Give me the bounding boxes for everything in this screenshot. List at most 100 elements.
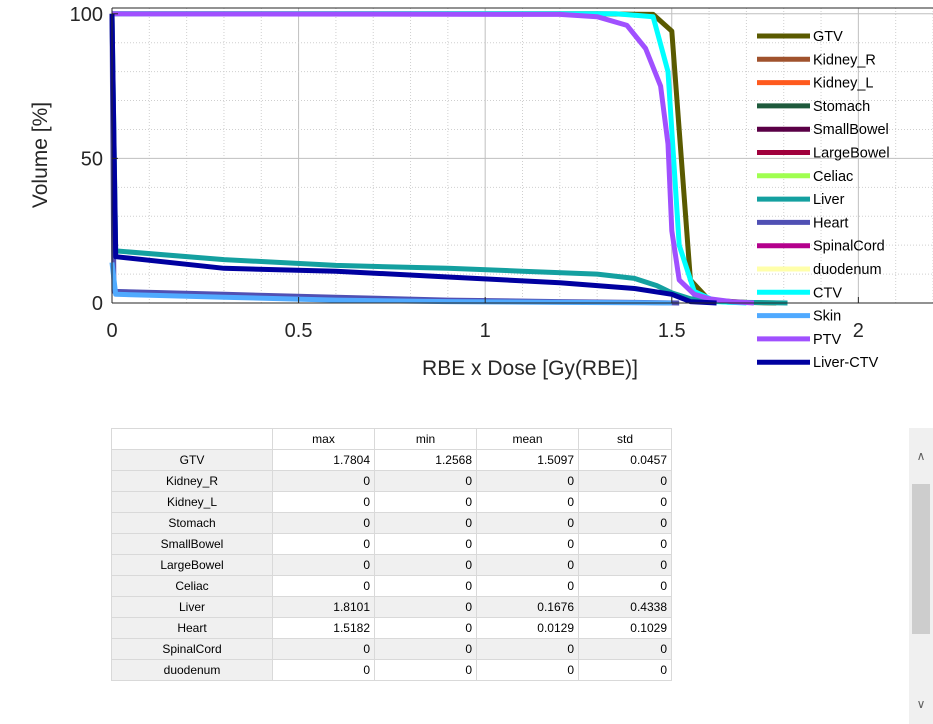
column-header-max[interactable]: max [272,428,375,450]
table-cell[interactable]: 0 [476,659,579,681]
table-cell[interactable]: 0 [578,533,672,555]
table-cell[interactable]: 0.0457 [578,449,672,471]
table-cell[interactable]: 0 [272,491,375,513]
table-cell[interactable]: 0 [374,470,477,492]
table-row[interactable]: Kidney_R 0 0 0 0 [111,470,672,492]
table-cell[interactable]: 0 [578,491,672,513]
table-cell[interactable]: 0 [272,659,375,681]
stats-table: max min mean std GTV 1.7804 1.2568 1.5097 0.… [111,428,672,681]
table-row[interactable]: Liver 1.8101 0 0.1676 0.4338 [111,596,672,618]
table-cell[interactable]: 0 [272,554,375,576]
row-header: Liver [111,596,273,618]
row-header: Kidney_R [111,470,273,492]
table-cell[interactable]: 0 [578,575,672,597]
table-row[interactable]: duodenum 0 0 0 0 [111,659,672,681]
series-line-liver [109,13,788,306]
legend-label: Stomach [813,99,870,115]
table-cell[interactable]: 0 [374,512,477,534]
legend-label: Celiac [813,169,853,185]
table-cell[interactable]: 0 [272,470,375,492]
table-header-row: max min mean std [111,428,672,450]
chevron-down-icon[interactable]: ∨ [916,697,926,711]
y-tick-label: 50 [81,148,103,170]
table-row[interactable]: GTV 1.7804 1.2568 1.5097 0.0457 [111,449,672,471]
table-row[interactable]: Celiac 0 0 0 0 [111,575,672,597]
series-lines [109,11,788,306]
legend-label: Kidney_R [813,52,876,68]
table-cell[interactable]: 0 [374,659,477,681]
table-row[interactable]: Stomach 0 0 0 0 [111,512,672,534]
table-cell[interactable]: 1.5182 [272,617,375,639]
legend-label: CTV [813,285,842,301]
legend-label: Heart [813,215,848,231]
table-cell[interactable]: 0 [578,638,672,660]
table-cell[interactable]: 0 [374,596,477,618]
row-header: SpinalCord [111,638,273,660]
legend-label: Liver [813,192,845,208]
table-cell[interactable]: 1.2568 [374,449,477,471]
table-cell[interactable]: 0 [476,638,579,660]
chevron-up-icon[interactable]: ∧ [916,449,926,463]
table-cell[interactable]: 0 [476,554,579,576]
table-cell[interactable]: 0 [476,470,579,492]
table-row[interactable]: LargeBowel 0 0 0 0 [111,554,672,576]
table-cell[interactable]: 1.7804 [272,449,375,471]
legend-label: SmallBowel [813,122,889,138]
table-cell[interactable]: 0 [578,512,672,534]
row-header: duodenum [111,659,273,681]
table-row[interactable]: Kidney_L 0 0 0 0 [111,491,672,513]
x-tick-label: 1.5 [658,320,686,342]
table-cell[interactable]: 0 [476,533,579,555]
table-cell[interactable]: 0 [476,575,579,597]
x-tick-label: 2 [853,320,864,342]
vertical-scrollbar[interactable]: ∧ ∨ [909,428,933,724]
dvh-chart: 0 0.5 1 1.5 2 0 50 100 RBE x Dose [Gy(RBE)] Vol… [29,4,933,380]
table-cell[interactable]: 0 [578,659,672,681]
row-header: GTV [111,449,273,471]
x-axis-title: RBE x Dose [Gy(RBE)] [422,357,638,380]
table-cell[interactable]: 0 [272,512,375,534]
table-cell[interactable]: 0 [374,554,477,576]
table-row[interactable]: SpinalCord 0 0 0 0 [111,638,672,660]
table-cell[interactable]: 1.8101 [272,596,375,618]
row-header: Kidney_L [111,491,273,513]
table-cell[interactable]: 0 [374,491,477,513]
table-cell[interactable]: 0.4338 [578,596,672,618]
row-header: SmallBowel [111,533,273,555]
table-cell[interactable]: 0 [476,491,579,513]
legend-label: PTV [813,332,842,348]
x-tick-label: 0 [106,320,117,342]
table-cell[interactable]: 0 [578,554,672,576]
column-header-min[interactable]: min [374,428,477,450]
scrollbar-thumb[interactable] [912,484,930,634]
table-cell[interactable]: 0 [374,617,477,639]
table-row[interactable]: Heart 1.5182 0 0.0129 0.1029 [111,617,672,639]
column-header-mean[interactable]: mean [476,428,579,450]
legend-label: LargeBowel [813,146,890,162]
column-header-std[interactable]: std [578,428,672,450]
legend-label: Liver-CTV [813,355,879,371]
legend-label: GTV [813,29,843,45]
table-cell[interactable]: 0 [272,575,375,597]
table-cell[interactable]: 0.1676 [476,596,579,618]
table-cell[interactable]: 0 [272,533,375,555]
table-cell[interactable]: 0 [578,470,672,492]
table-cell[interactable]: 1.5097 [476,449,579,471]
table-corner-header [111,428,273,450]
table-cell[interactable]: 0 [374,638,477,660]
legend-label: Skin [813,309,841,325]
table-cell[interactable]: 0 [272,638,375,660]
legend-label: Kidney_L [813,76,873,92]
axis-ticks: 0 0.5 1 1.5 2 0 50 100 [70,4,864,342]
table-cell[interactable]: 0 [374,533,477,555]
series-line-ptv [111,11,755,306]
table-cell[interactable]: 0 [374,575,477,597]
dose-statistics-table[interactable]: max min mean std GTV 1.7804 1.2568 1.5097 0.… [111,428,933,724]
table-cell[interactable]: 0.1029 [578,617,672,639]
row-header: Heart [111,617,273,639]
y-tick-label: 0 [92,293,103,315]
table-row[interactable]: SmallBowel 0 0 0 0 [111,533,672,555]
table-cell[interactable]: 0 [476,512,579,534]
legend-label: duodenum [813,262,882,278]
table-cell[interactable]: 0.0129 [476,617,579,639]
